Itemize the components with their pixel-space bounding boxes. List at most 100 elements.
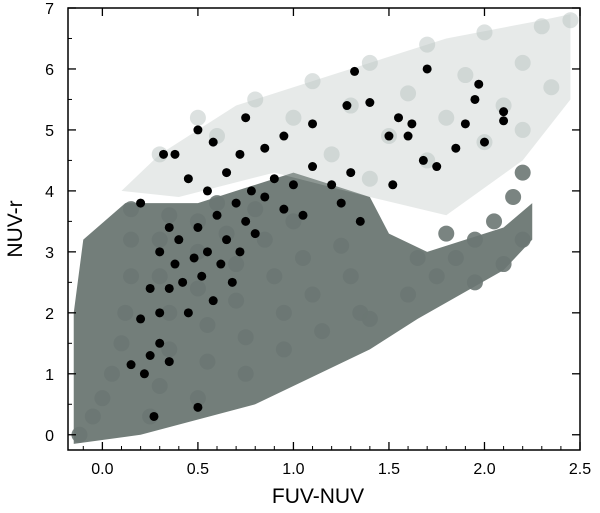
model-point <box>151 231 168 248</box>
observed-point <box>479 137 489 147</box>
observed-point <box>342 101 352 111</box>
envelope-point <box>514 121 531 138</box>
model-point <box>294 249 311 266</box>
model-point <box>189 280 206 297</box>
observed-point <box>336 198 346 208</box>
observed-point <box>145 283 155 293</box>
observed-point <box>432 162 442 172</box>
observed-point <box>260 192 270 202</box>
envelope-point <box>400 85 417 102</box>
observed-point <box>451 143 461 153</box>
observed-point <box>155 247 165 257</box>
observed-point <box>279 204 289 214</box>
x-tick-label: 0.0 <box>91 461 113 478</box>
plot-frame <box>67 7 581 451</box>
model-point <box>438 225 455 242</box>
observed-point <box>384 131 394 141</box>
observed-point <box>193 222 203 232</box>
observed-point <box>170 259 180 269</box>
model-point <box>409 249 426 266</box>
observed-point <box>327 180 337 190</box>
observed-point <box>470 94 480 104</box>
y-tick-label: 0 <box>45 428 54 445</box>
observed-point <box>136 198 146 208</box>
model-point <box>495 256 512 273</box>
observed-point <box>193 125 203 135</box>
observed-point <box>183 308 193 318</box>
x-tick-label: 2.5 <box>569 461 591 478</box>
envelope-point <box>189 109 206 126</box>
model-point <box>161 207 178 224</box>
data-marks <box>71 12 579 444</box>
envelope-point <box>543 79 560 96</box>
axis-ticks <box>68 7 581 450</box>
model-point <box>237 329 254 346</box>
envelope-point <box>285 109 302 126</box>
observed-point <box>474 79 484 89</box>
model-envelope <box>121 14 571 216</box>
model-point <box>237 365 254 382</box>
observed-point <box>222 235 232 245</box>
observed-point <box>155 338 165 348</box>
observed-point <box>350 66 360 76</box>
y-tick-labels: 0 1 2 3 4 5 6 7 <box>45 1 54 445</box>
envelope-point <box>323 146 340 163</box>
model-point <box>400 286 417 303</box>
observed-point <box>183 174 193 184</box>
envelope-point <box>361 170 378 187</box>
model-point <box>123 268 140 285</box>
model-point <box>161 304 178 321</box>
x-axis-title: FUV-NUV <box>272 485 364 508</box>
model-point <box>228 256 245 273</box>
observed-point <box>298 210 308 220</box>
model-point <box>247 201 264 218</box>
observed-point <box>189 253 199 263</box>
model-point <box>218 225 235 242</box>
observed-point <box>308 119 318 129</box>
model-point <box>505 188 522 205</box>
model-point <box>447 249 464 266</box>
model-point <box>514 164 531 181</box>
model-point <box>123 201 140 218</box>
envelope-point <box>495 97 512 114</box>
observed-point <box>212 210 222 220</box>
observed-point <box>149 411 159 421</box>
observed-point <box>241 216 251 226</box>
observed-point <box>365 97 375 107</box>
x-tick-label: 1.5 <box>378 461 400 478</box>
observed-point <box>145 351 155 361</box>
model-point <box>117 304 134 321</box>
model-point <box>189 390 206 407</box>
observed-point <box>178 277 188 287</box>
model-point <box>486 213 503 230</box>
y-tick-label: 7 <box>45 1 54 18</box>
model-point <box>275 304 292 321</box>
y-tick-label: 4 <box>45 184 54 201</box>
observed-point <box>308 162 318 172</box>
observed-point <box>235 149 245 159</box>
envelope-point <box>419 36 436 53</box>
observed-point <box>260 143 270 153</box>
model-point <box>333 237 350 254</box>
observed-point <box>388 180 398 190</box>
observed-point <box>460 119 470 129</box>
model-point <box>199 353 216 370</box>
y-tick-label: 5 <box>45 123 54 140</box>
model-point <box>151 268 168 285</box>
observed-point <box>231 198 241 208</box>
observed-point <box>279 131 289 141</box>
model-point <box>71 426 88 443</box>
model-point <box>304 286 321 303</box>
observed-point <box>422 64 432 74</box>
observed-point <box>222 168 232 178</box>
observed-point <box>499 107 509 117</box>
model-point <box>361 310 378 327</box>
observed-point <box>164 222 174 232</box>
observed-point <box>269 174 279 184</box>
model-point <box>514 231 531 248</box>
observed-point <box>208 296 218 306</box>
model-point <box>199 317 216 334</box>
envelope-point <box>514 54 531 71</box>
x-tick-label: 2.0 <box>473 461 495 478</box>
